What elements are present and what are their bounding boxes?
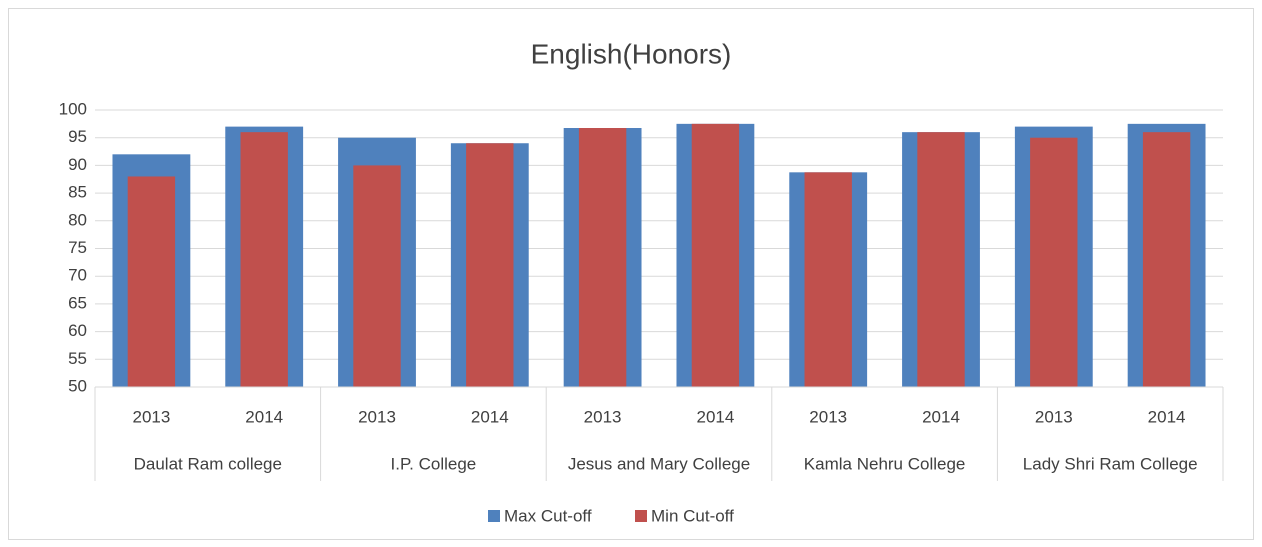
y-tick-label: 65 xyxy=(68,293,87,312)
y-tick-label: 55 xyxy=(68,349,87,368)
x-tick-label: 2013 xyxy=(132,407,170,426)
bar xyxy=(127,176,176,387)
group-label: Jesus and Mary College xyxy=(568,454,750,473)
legend-label: Max Cut-off xyxy=(504,506,592,525)
bar xyxy=(691,123,740,387)
x-tick-label: 2014 xyxy=(471,407,509,426)
y-tick-label: 90 xyxy=(68,155,87,174)
bar xyxy=(578,128,627,387)
x-tick-label: 2014 xyxy=(1148,407,1186,426)
bar xyxy=(240,132,288,387)
x-tick-label: 2014 xyxy=(245,407,283,426)
y-tick-label: 95 xyxy=(68,127,87,146)
y-tick-label: 70 xyxy=(68,266,87,285)
y-tick-label: 75 xyxy=(68,238,87,257)
bar xyxy=(917,132,965,387)
group-label: I.P. College xyxy=(391,454,477,473)
bar xyxy=(353,165,401,387)
x-tick-label: 2014 xyxy=(922,407,960,426)
bar xyxy=(1030,137,1078,387)
x-tick-label: 2013 xyxy=(584,407,622,426)
bar xyxy=(1142,132,1191,387)
x-tick-label: 2013 xyxy=(1035,407,1073,426)
group-label: Daulat Ram college xyxy=(134,454,282,473)
y-tick-label: 100 xyxy=(59,99,87,118)
y-tick-label: 60 xyxy=(68,321,87,340)
legend-swatch xyxy=(488,510,500,522)
legend-swatch xyxy=(635,510,647,522)
x-tick-label: 2014 xyxy=(696,407,734,426)
group-label: Kamla Nehru College xyxy=(804,454,966,473)
y-tick-label: 80 xyxy=(68,210,87,229)
bar xyxy=(466,143,514,387)
y-tick-label: 50 xyxy=(68,376,87,395)
legend-label: Min Cut-off xyxy=(651,506,734,525)
bar xyxy=(804,172,852,387)
y-tick-label: 85 xyxy=(68,183,87,202)
x-tick-label: 2013 xyxy=(809,407,847,426)
chart-title: English(Honors) xyxy=(531,38,732,69)
x-tick-label: 2013 xyxy=(358,407,396,426)
group-label: Lady Shri Ram College xyxy=(1023,454,1198,473)
